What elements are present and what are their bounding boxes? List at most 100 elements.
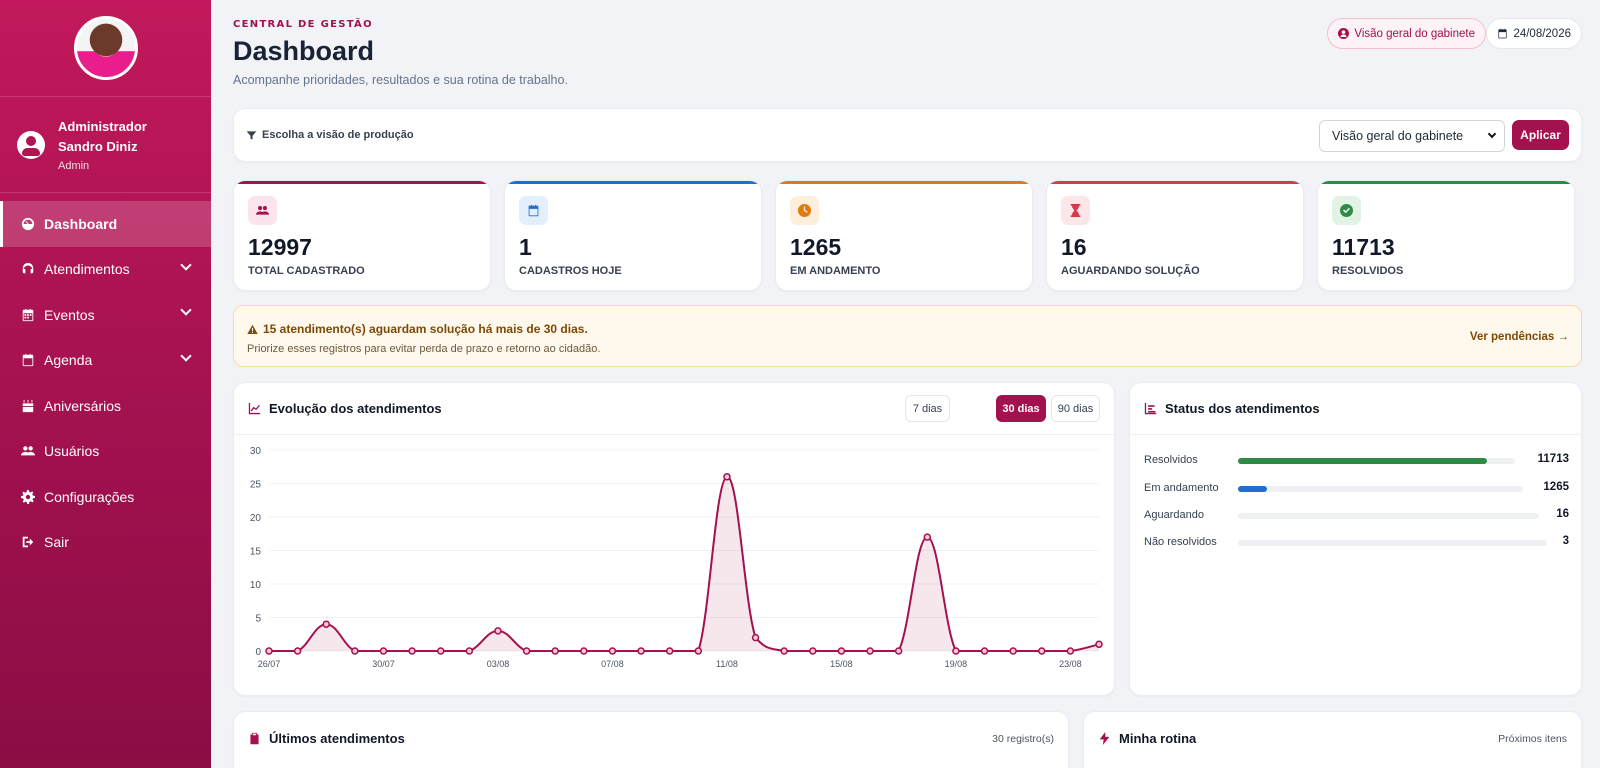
y-tick-label: 0 [255,647,261,658]
chevron-down-icon[interactable] [180,304,192,316]
y-tick-label: 15 [250,547,262,558]
warning-icon [247,324,258,334]
chevron-down-icon [1487,129,1497,139]
page-title: Dashboard [233,36,375,66]
kpi-card: 1 CADASTROS HOJE [504,180,762,291]
latest-header: Últimos atendimentos [234,712,1068,764]
data-point [723,473,731,481]
data-point [551,647,559,655]
sidebar-item-dashboard[interactable]: Dashboard [0,201,211,247]
data-point [522,647,531,655]
kpi-label: TOTAL CADASTRADO [248,265,365,277]
sidebar-item-usuarios[interactable]: Usuários [0,429,211,475]
sidebar-item-label: Agenda [44,352,93,369]
data-point [494,627,502,635]
sidebar-item-aniversarios[interactable]: Aniversários [0,383,211,429]
status-row: Resolvidos 11713 [1144,453,1569,469]
users-icon [248,196,277,225]
data-point [580,647,588,655]
data-point [751,633,760,642]
calendar-check-icon [21,353,35,367]
range-90-days[interactable]: 90 dias [1051,395,1100,422]
x-tick-label: 15/08 [830,659,853,669]
data-point [1038,647,1046,655]
kpi-label: EM ANDAMENTO [790,265,881,277]
chevron-down-icon[interactable] [180,349,192,362]
data-point [379,647,388,655]
kpi-card: 1265 EM ANDAMENTO [775,180,1033,291]
view-badge[interactable]: Visão geral do gabinete [1327,18,1486,49]
users-icon [21,444,35,458]
kpi-label: RESOLVIDOS [1332,265,1404,277]
dashboard-icon [21,217,35,231]
latest-card: Últimos atendimentos 30 registro(s) [233,711,1069,768]
alert-title-text: 15 atendimento(s) aguardam solução há ma… [263,322,588,336]
evolution-chart: 0 5 10 15 20 25 30 26/07 30/07 03/08 07/08 11/08 15/… [250,446,1103,669]
kpi-label: AGUARDANDO SOLUÇÃO [1061,265,1200,277]
status-row: Não resolvidos 3 [1144,535,1569,551]
kpi-value: 1 [519,234,532,260]
view-select[interactable]: Visão geral do gabinete [1319,120,1505,152]
bar-chart-icon [1144,402,1157,415]
evolution-title: Evolução dos atendimentos [269,401,442,416]
sidebar-item-label: Aniversários [44,397,122,414]
sidebar-item-label: Usuários [44,443,100,460]
kpi-value: 12997 [248,234,312,260]
sidebar-item-atendimentos[interactable]: Atendimentos [0,247,211,293]
status-track [1238,540,1547,546]
sidebar-item-agenda[interactable]: Agenda [0,338,211,384]
kpi-accent-bar [505,181,761,184]
status-row: Em andamento 1265 [1144,481,1569,497]
x-tick-label: 03/08 [487,659,510,669]
user-name-line1: Administrador [58,119,147,134]
headset-icon [21,262,35,276]
data-point [436,647,445,655]
avatar-area [0,0,211,97]
calendar-icon [1498,28,1508,39]
status-track [1238,513,1539,519]
sidebar-item-eventos[interactable]: Eventos [0,292,211,338]
sidebar-item-configuracoes[interactable]: Configurações [0,474,211,520]
x-tick-label: 19/08 [945,659,968,669]
view-pending-link[interactable]: Ver pendências → [1469,331,1569,343]
data-point [608,647,617,655]
kpi-card: 11713 RESOLVIDOS [1317,180,1575,291]
user-role: Admin [58,160,90,172]
apply-button[interactable]: Aplicar [1512,120,1569,150]
x-tick-label: 26/07 [258,659,281,669]
user-block: Administrador Sandro Diniz Admin [0,97,211,193]
kpi-accent-bar [1318,181,1574,184]
status-label: Resolvidos [1144,454,1198,466]
x-tick-label: 11/08 [716,659,738,669]
overdue-alert: 15 atendimento(s) aguardam solução há ma… [233,305,1582,367]
range-7-days[interactable]: 7 dias [905,395,950,422]
alert-subtitle: Priorize esses registros para evitar per… [247,343,601,355]
clipboard-icon [250,732,259,744]
view-badge-label: Visão geral do gabinete [1354,27,1475,40]
avatar[interactable] [73,16,138,80]
chevron-down-icon[interactable] [180,258,192,271]
data-point [637,647,645,655]
kpi-label: CADASTROS HOJE [519,265,622,277]
filter-bar: Escolha a visão de produção Visão geral … [233,108,1582,162]
user-circle-icon [17,130,45,159]
sidebar-nav: Dashboard Atendimentos Eventos Agenda An… [0,201,211,565]
data-point [1095,640,1103,649]
data-point [780,647,788,655]
data-point [923,533,932,541]
calendar-icon [519,196,548,225]
filter-label: Escolha a visão de produção [246,129,414,141]
routine-header: Minha rotina [1084,712,1581,764]
sidebar-item-label: Configurações [44,488,135,505]
user-circle-icon [1338,28,1350,39]
sidebar-item-sair[interactable]: Sair [0,520,211,566]
calendar-icon [21,308,35,322]
page-subtitle: Acompanhe prioridades, resultados e sua … [233,73,568,87]
y-tick-label: 30 [250,446,262,457]
line-chart-icon [248,402,261,415]
range-30-days[interactable]: 30 dias [996,395,1046,422]
kpi-value: 1265 [790,234,842,260]
date-badge: 24/08/2026 [1486,18,1582,49]
sign-out-icon [21,535,35,549]
status-label: Em andamento [1144,482,1219,494]
